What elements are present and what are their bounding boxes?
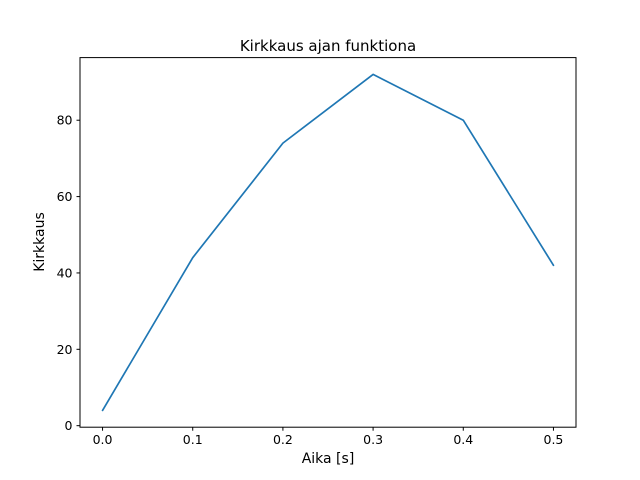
x-tick-label: 0.2 xyxy=(273,432,293,447)
x-tick-label: 0.4 xyxy=(453,432,473,447)
x-tick-label: 0.5 xyxy=(544,432,564,447)
y-axis-label: Kirkkaus xyxy=(32,212,48,272)
data-line-series xyxy=(101,73,555,412)
x-tick-label: 0.3 xyxy=(363,432,383,447)
chart-title: Kirkkaus ajan funktiona xyxy=(239,37,417,55)
y-tick-label: 40 xyxy=(57,265,73,280)
x-axis-label: Aika [s] xyxy=(301,451,355,467)
axes-frame xyxy=(79,57,577,428)
y-tick-label: 20 xyxy=(57,342,73,357)
y-tick-label: 0 xyxy=(65,418,73,433)
y-tick-label: 60 xyxy=(57,189,73,204)
x-tick-label: 0.0 xyxy=(93,432,113,447)
y-tick-label: 80 xyxy=(57,113,73,128)
x-tick-label: 0.1 xyxy=(183,432,203,447)
